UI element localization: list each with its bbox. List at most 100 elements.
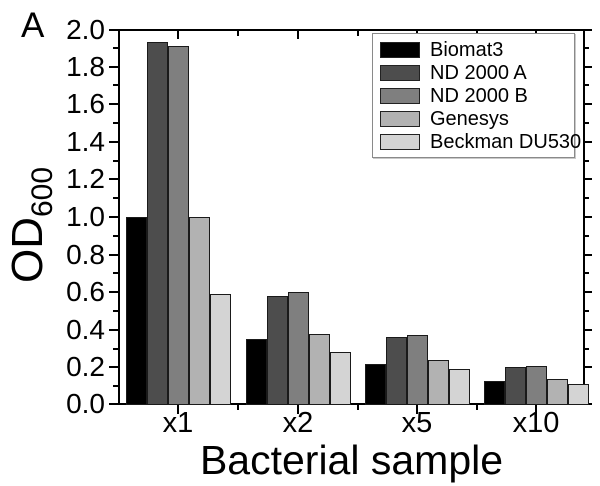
plot-area: 0.0 0.2 0.4 0.6 0.8 1.0 1.2 1.4 1.6 1.8 2.0 xyxy=(66,15,592,419)
bar-beckman-du530-x2 xyxy=(329,352,351,405)
x-tick-label: x2 xyxy=(282,407,314,439)
y-minor-tick-right xyxy=(585,310,589,312)
x-major-tick xyxy=(416,405,418,414)
y-major-tick-right xyxy=(585,29,592,31)
bar-genesys-x2 xyxy=(308,333,330,405)
y-axis-label: OD600 xyxy=(3,167,59,284)
bar-biomat3-x2 xyxy=(245,339,267,405)
legend-item: Biomat3 xyxy=(380,38,574,61)
bar-nd-2000-a-x1 xyxy=(146,42,168,405)
legend-item-label: ND 2000 B xyxy=(430,84,528,107)
bar-beckman-du530-x10 xyxy=(567,384,589,405)
y-tick-label: 1.8 xyxy=(66,50,105,82)
y-minor-tick xyxy=(113,234,118,237)
y-minor-tick xyxy=(113,84,118,87)
legend-swatch xyxy=(380,64,420,81)
x-major-tick-top xyxy=(177,31,179,39)
y-minor-tick xyxy=(113,385,118,388)
y-minor-tick xyxy=(113,272,118,275)
x-tick-label: x1 xyxy=(162,407,194,439)
bar-genesys-x10 xyxy=(546,378,568,405)
bar-biomat3-x5 xyxy=(364,363,386,405)
y-major-tick-right xyxy=(585,253,592,256)
legend-item-label: Beckman DU530 xyxy=(430,130,582,153)
y-tick-label: 2.0 xyxy=(66,14,105,45)
legend-swatch xyxy=(380,133,420,150)
x-tick-label: x5 xyxy=(401,407,433,439)
y-major-tick xyxy=(109,216,118,218)
y-major-tick xyxy=(109,253,118,256)
y-tick-label: 0.6 xyxy=(66,276,105,308)
bar-nd-2000-a-x2 xyxy=(266,296,288,405)
y-minor-tick-right xyxy=(585,197,589,200)
y-minor-tick-right xyxy=(585,122,589,124)
x-minor-tick xyxy=(356,405,359,410)
y-tick-label: 1.6 xyxy=(66,88,105,120)
x-tick-label: x10 xyxy=(512,407,560,439)
y-tick-label: 1.2 xyxy=(66,163,105,195)
y-tick-label: 0.0 xyxy=(66,388,105,419)
y-minor-tick-right xyxy=(585,272,589,275)
bar-beckman-du530-x1 xyxy=(209,294,231,405)
y-major-tick-right xyxy=(585,103,592,106)
legend-item-label: Biomat3 xyxy=(430,38,504,61)
bar-genesys-x5 xyxy=(427,359,449,405)
x-major-tick xyxy=(535,405,537,414)
y-tick-label: 0.4 xyxy=(66,313,105,345)
y-minor-tick xyxy=(113,310,118,312)
y-major-tick-right xyxy=(585,366,592,369)
panel-label: A xyxy=(21,6,45,45)
x-minor-tick xyxy=(475,405,478,410)
y-axis-label-text: OD xyxy=(3,217,52,284)
bar-biomat3-x1 xyxy=(125,217,147,405)
x-minor-tick xyxy=(237,405,239,410)
legend-swatch xyxy=(380,87,420,104)
x-minor-tick-top xyxy=(356,31,359,36)
y-major-tick xyxy=(109,328,118,331)
x-major-tick xyxy=(177,405,179,414)
x-major-tick-top xyxy=(297,31,299,39)
y-major-tick xyxy=(109,140,118,143)
y-major-tick-right xyxy=(585,403,592,405)
bar-nd-2000-a-x10 xyxy=(504,367,526,405)
bar-nd-2000-b-x2 xyxy=(287,292,309,405)
y-major-tick xyxy=(109,29,118,31)
bar-beckman-du530-x5 xyxy=(448,369,470,405)
legend-item: Genesys xyxy=(380,107,574,130)
bar-nd-2000-b-x5 xyxy=(406,335,428,405)
y-minor-tick xyxy=(113,347,118,350)
y-minor-tick-right xyxy=(585,234,589,237)
legend-item-label: Genesys xyxy=(430,107,509,130)
x-major-tick xyxy=(297,405,299,414)
y-major-tick-right xyxy=(585,65,592,68)
y-tick-label: 1.0 xyxy=(66,201,105,232)
y-minor-tick xyxy=(113,122,118,124)
y-minor-tick-right xyxy=(585,46,589,49)
y-minor-tick-right xyxy=(585,84,589,87)
y-major-tick-right xyxy=(585,328,592,331)
bar-biomat3-x10 xyxy=(483,380,505,405)
x-axis-label: Bacterial sample xyxy=(199,437,504,483)
legend-item: ND 2000 B xyxy=(380,84,574,107)
y-tick-label: 0.8 xyxy=(66,238,105,270)
bar-genesys-x1 xyxy=(188,217,210,405)
y-major-tick-right xyxy=(585,178,592,181)
y-tick-label: 1.4 xyxy=(66,125,105,157)
legend: Biomat3 ND 2000 A ND 2000 B Genesys Beckman … xyxy=(372,33,581,158)
y-major-tick-right xyxy=(585,216,592,218)
y-major-tick xyxy=(109,178,118,181)
legend-swatch xyxy=(380,41,420,58)
y-major-tick xyxy=(109,403,118,405)
y-minor-tick xyxy=(113,46,118,49)
y-minor-tick-right xyxy=(585,347,589,350)
y-major-tick xyxy=(109,366,118,369)
y-major-tick xyxy=(109,65,118,68)
bar-nd-2000-b-x1 xyxy=(167,45,189,405)
y-minor-tick xyxy=(113,159,118,162)
y-major-tick xyxy=(109,103,118,106)
y-major-tick-right xyxy=(585,140,592,143)
y-major-tick-right xyxy=(585,291,592,294)
bar-nd-2000-b-x10 xyxy=(525,365,547,405)
legend-item: ND 2000 A xyxy=(380,61,574,84)
